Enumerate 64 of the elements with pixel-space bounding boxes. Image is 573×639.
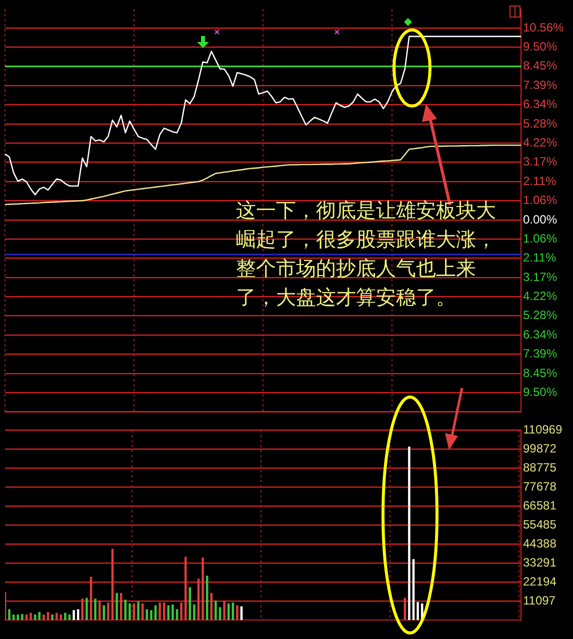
bar [16,614,20,620]
bar [150,610,152,620]
y-tick-label: 55485 [523,517,557,532]
bar [107,602,110,620]
bar [68,614,71,620]
bar [416,602,419,620]
bar [193,604,196,620]
y-tick-label: 3.17% [523,154,558,169]
bar [180,602,182,620]
y-tick-label: 4.22% [523,288,558,303]
bar [30,612,32,620]
y-tick-label: 44388 [523,536,557,550]
y-tick-label: 9.50% [523,40,558,54]
bar [236,605,238,620]
y-tick-label: 5.28% [523,308,558,322]
y-tick-label: 11097 [523,593,556,608]
bar [176,609,178,620]
y-tick-label: 33291 [523,555,557,570]
bar [94,598,96,620]
bar [12,614,15,620]
bar [8,609,10,620]
bar [172,604,174,620]
y-tick-label: 6.34% [523,327,558,342]
y-tick-label: 5.28% [523,116,558,130]
bar [34,614,36,620]
bar [137,602,140,620]
bar [158,602,161,620]
bar [72,610,75,620]
y-tick-label: 3.17% [523,270,558,284]
bar [128,603,131,620]
y-tick-label: 1.06% [523,232,558,246]
bar [214,600,217,620]
bar [408,446,410,620]
y-tick-label: 1.06% [523,193,558,207]
bar [64,612,66,620]
bar [25,614,28,620]
bar [116,592,118,620]
y-tick-label: 2.11% [523,250,556,265]
bar [51,614,54,620]
y-tick-label: 2.11% [523,174,556,188]
y-tick-label: 10.56% [523,20,564,34]
bar [86,598,88,620]
y-tick-label: 7.39% [523,346,558,361]
y-tick-label: 9.50% [523,384,558,399]
bar [60,614,62,620]
bar [223,600,226,620]
y-tick-label: 99872 [523,441,557,456]
bar [202,558,204,620]
bar [21,614,24,620]
y-tick-label: 88775 [523,460,557,474]
y-tick-label: 8.45% [523,58,558,73]
bar [42,614,45,620]
bar [146,609,148,620]
y-tick-label: 110969 [523,422,562,437]
y-tick-label: 7.39% [523,78,558,92]
y-tick-label: 66581 [523,498,557,512]
y-tick-label: 8.45% [523,366,558,380]
y-tick-label: 22194 [523,574,557,588]
bar [218,607,222,620]
y-tick-label: 6.34% [523,97,558,112]
y-tick-label: 77678 [523,479,557,494]
y-tick-label: 4.22% [523,136,558,150]
bar [76,609,80,620]
y-tick-label: 0.00% [523,212,558,226]
